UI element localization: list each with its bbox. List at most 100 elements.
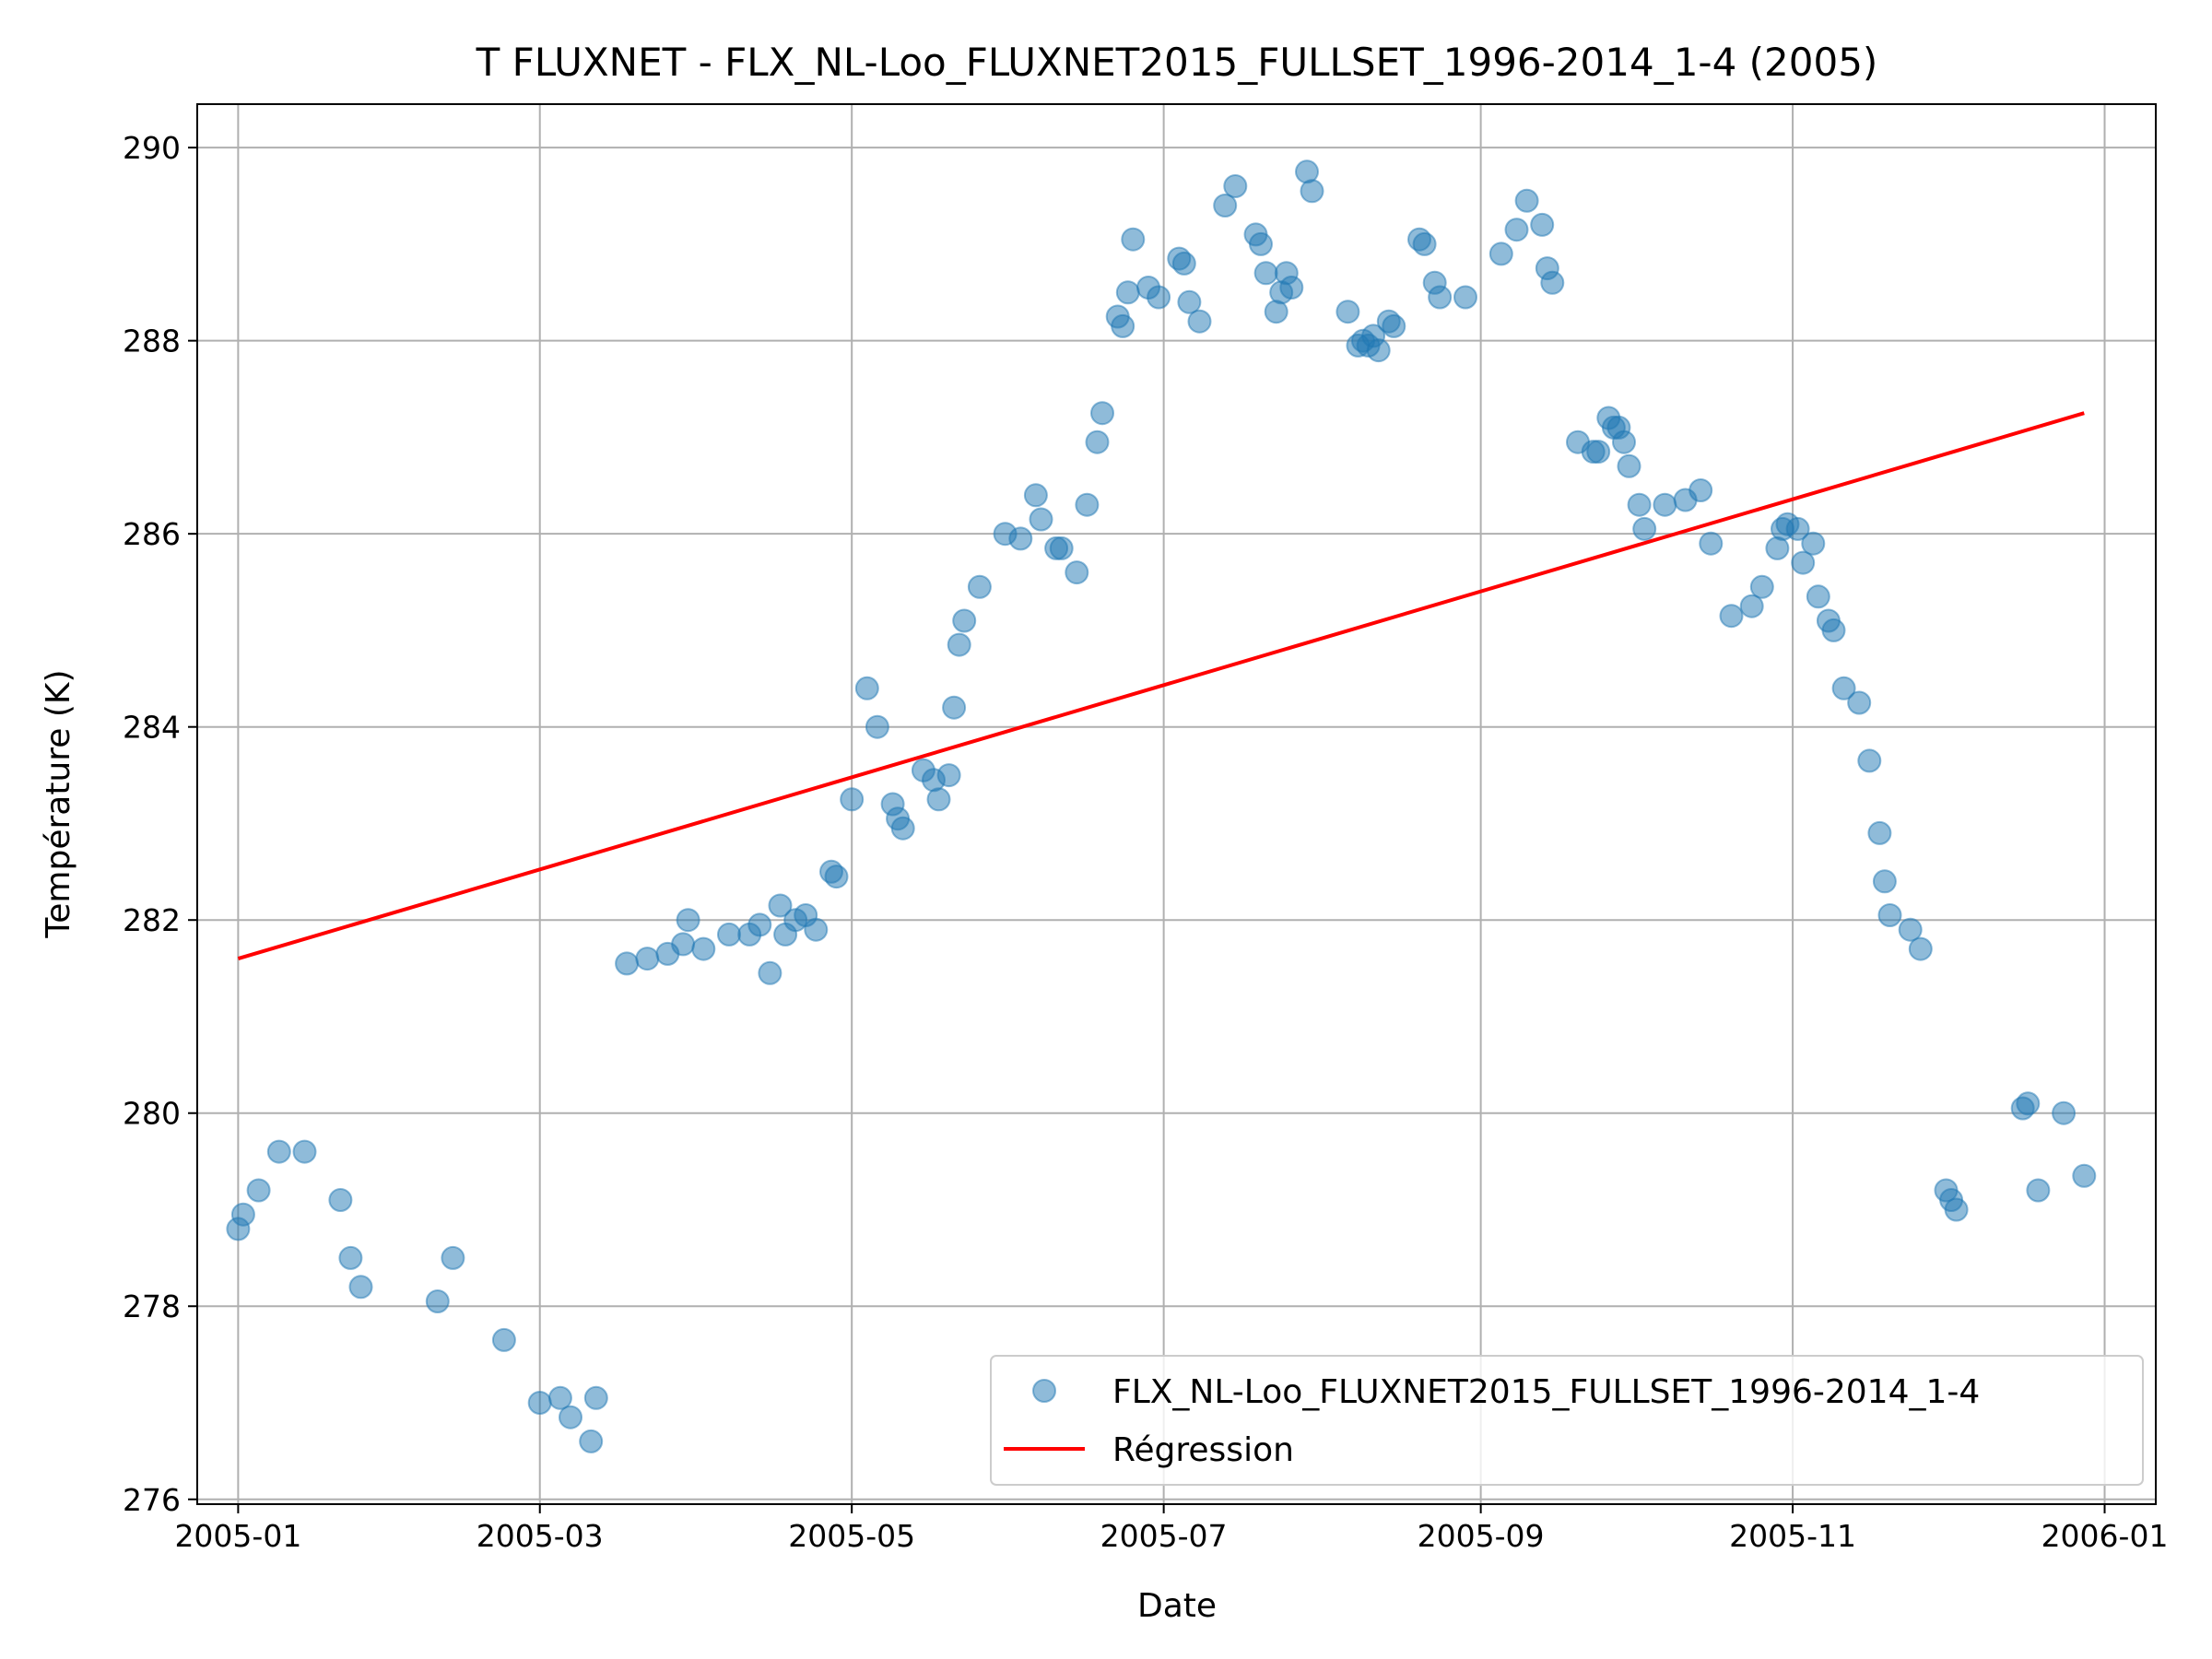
scatter-point <box>1075 492 1100 517</box>
scatter-point <box>1029 507 1053 532</box>
scatter-point <box>947 632 971 657</box>
scatter-point <box>1382 313 1406 338</box>
scatter-point <box>747 912 772 937</box>
scatter-point <box>527 1391 552 1415</box>
chart-title: T FLUXNET - FLX_NL-Loo_FLUXNET2015_FULLS… <box>476 40 1878 85</box>
scatter-point <box>1540 270 1565 295</box>
x-tick-label: 2005-11 <box>1729 1518 1856 1554</box>
scatter-point <box>854 676 879 700</box>
x-tick-label: 2005-01 <box>174 1518 301 1554</box>
scatter-point <box>1821 618 1846 642</box>
scatter-point <box>583 1385 608 1410</box>
scatter-point <box>579 1429 604 1453</box>
scatter-point <box>1335 300 1360 324</box>
scatter-point <box>1877 903 1902 927</box>
scatter-point <box>1279 276 1304 300</box>
scatter-point <box>671 932 696 957</box>
scatter-point <box>768 893 793 918</box>
x-tick-label: 2005-09 <box>1418 1518 1545 1554</box>
scatter-point <box>1749 574 1774 599</box>
scatter-point <box>1586 440 1611 465</box>
scatter-point <box>1617 453 1641 478</box>
scatter-point <box>1699 531 1724 556</box>
grid <box>197 104 2156 1504</box>
scatter-point <box>1847 690 1872 715</box>
scatter-point <box>1739 594 1764 618</box>
scatter-point <box>691 936 716 961</box>
scatter-point <box>266 1139 291 1164</box>
scatter-point <box>1504 218 1529 242</box>
scatter-point <box>1412 231 1437 256</box>
scatter-point <box>758 960 782 985</box>
scatter-point <box>348 1275 373 1300</box>
scatter-point <box>717 922 741 947</box>
scatter-point <box>1065 560 1089 585</box>
y-tick-label: 278 <box>123 1288 181 1324</box>
scatter-point <box>1171 251 1196 276</box>
scatter-point <box>1627 492 1652 517</box>
legend-box <box>990 1355 2144 1486</box>
scatter-point <box>1008 526 1033 551</box>
scatter-point <box>230 1202 255 1227</box>
y-tick-label: 286 <box>123 516 181 552</box>
scatter-point <box>1857 748 1882 773</box>
legend-label-scatter: FLX_NL-Loo_FLUXNET2015_FULLSET_1996-2014… <box>1112 1373 1980 1411</box>
scatter-point <box>1632 516 1657 541</box>
scatter-point <box>936 763 961 788</box>
scatter-point <box>676 908 700 933</box>
scatter-point <box>942 695 967 720</box>
scatter-point <box>1514 188 1539 213</box>
scatter-point <box>328 1188 353 1212</box>
scatter-point <box>1488 241 1513 266</box>
scatter-point <box>1177 289 1202 314</box>
scatter-point <box>2016 1091 2041 1116</box>
scatter-point <box>1898 917 1923 942</box>
scatter-point <box>1453 285 1477 310</box>
scatter-point <box>1908 936 1933 961</box>
scatter-point <box>1791 550 1816 575</box>
scatter-point <box>1023 483 1048 508</box>
scatter-point <box>1249 231 1273 256</box>
scatter-point <box>967 574 992 599</box>
scatter-point <box>1111 313 1135 338</box>
x-tick-label: 2005-07 <box>1100 1518 1228 1554</box>
scatter-point <box>1688 478 1713 502</box>
scatter-point <box>1085 429 1110 454</box>
scatter-point <box>865 714 889 739</box>
scatter-point <box>1121 227 1146 252</box>
y-axis-label: Température (K) <box>40 669 77 938</box>
scatter-point <box>2072 1163 2097 1188</box>
legend-marker-scatter <box>1032 1379 1056 1403</box>
x-tick-label: 2005-05 <box>788 1518 915 1554</box>
scatter-point <box>824 865 849 889</box>
scatter-point <box>926 787 951 812</box>
scatter-point <box>1612 429 1636 454</box>
scatter-point <box>840 787 865 812</box>
scatter-point <box>1223 174 1248 198</box>
scatter-point <box>1428 285 1453 310</box>
scatter-point <box>547 1385 572 1410</box>
scatter-point <box>1944 1197 1969 1222</box>
plot-frame <box>196 103 2157 1505</box>
scatter-point <box>425 1289 450 1313</box>
regression-line <box>237 411 2085 961</box>
scatter-point <box>615 951 640 976</box>
scatter-point <box>1530 212 1555 237</box>
scatter-point <box>1253 261 1278 286</box>
scatter-point <box>2026 1178 2051 1203</box>
scatter-point <box>1719 604 1744 629</box>
scatter-point <box>559 1405 582 1430</box>
scatter-point <box>2052 1100 2077 1125</box>
scatter-point <box>1213 194 1238 218</box>
y-tick-label: 290 <box>123 130 181 166</box>
scatter-point <box>1300 179 1324 204</box>
plot-series <box>226 159 2097 1453</box>
legend-label-regression: Régression <box>1112 1431 1294 1469</box>
scatter-point <box>1115 280 1140 305</box>
y-tick-label: 276 <box>123 1482 181 1518</box>
scatter-point <box>635 947 660 971</box>
scatter-point <box>1831 676 1856 700</box>
x-tick-label: 2006-01 <box>2041 1518 2169 1554</box>
